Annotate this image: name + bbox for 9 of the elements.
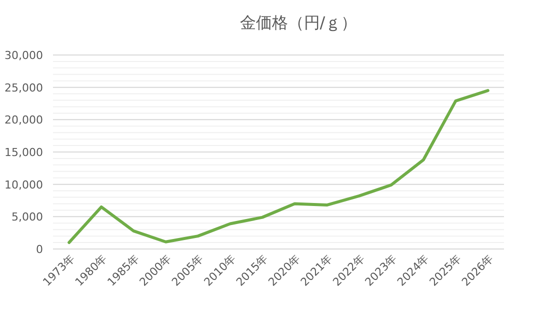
line-series <box>68 89 490 244</box>
chart-title: 金価格（円/ｇ） <box>240 13 358 32</box>
y-tick-label: 10,000 <box>4 178 43 192</box>
y-tick-label: 5,000 <box>12 210 43 224</box>
y-tick-label: 20,000 <box>4 114 43 127</box>
y-tick-label: 15,000 <box>4 146 43 159</box>
y-tick-label: 30,000 <box>4 49 43 62</box>
y-tick-label: 25,000 <box>4 81 43 94</box>
y-tick-label: 0 <box>36 243 43 256</box>
